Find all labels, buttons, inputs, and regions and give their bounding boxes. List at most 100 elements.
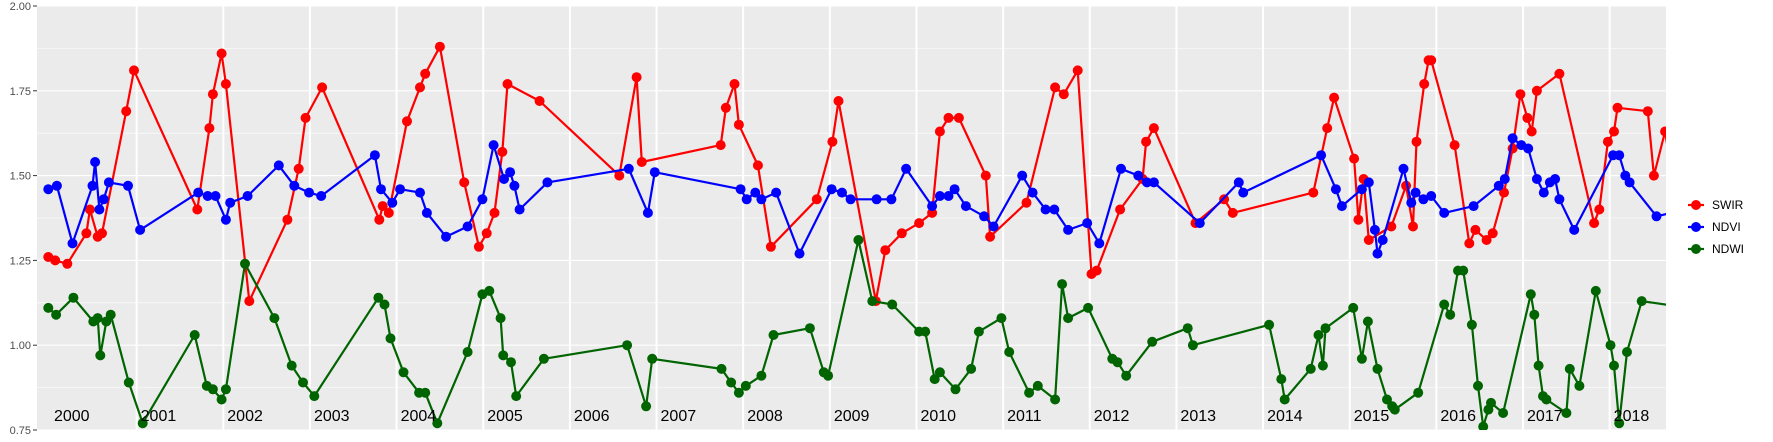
data-point-ndwi	[1389, 404, 1400, 415]
data-point-swir	[1696, 130, 1706, 140]
data-point-ndvi	[756, 194, 767, 205]
data-point-ndvi	[1363, 177, 1374, 188]
data-point-ndwi	[1004, 347, 1015, 357]
data-point-ndvi	[1094, 238, 1105, 249]
data-point-ndvi	[1133, 170, 1144, 181]
data-point-swir	[1531, 85, 1542, 96]
data-point-ndwi	[1609, 360, 1619, 371]
data-point-ndwi	[1182, 323, 1193, 334]
data-point-swir	[1464, 238, 1475, 249]
year-label: 2004	[401, 408, 437, 425]
data-point-ndvi	[304, 187, 315, 198]
data-point-ndvi	[623, 163, 634, 174]
data-point-ndvi	[509, 180, 520, 191]
data-point-swir	[81, 228, 92, 239]
data-point-ndwi	[1525, 289, 1536, 300]
data-point-swir	[1349, 153, 1360, 164]
year-label: 2005	[487, 408, 523, 425]
data-point-ndwi	[622, 340, 633, 351]
data-point-ndwi	[462, 347, 473, 357]
data-point-ndvi	[794, 248, 805, 259]
data-point-ndvi	[376, 184, 386, 195]
data-point-swir	[1602, 136, 1613, 147]
data-point-ndwi	[804, 323, 815, 334]
data-point-ndwi	[506, 357, 516, 368]
data-point-ndwi	[1320, 323, 1331, 334]
data-point-swir	[636, 157, 647, 167]
data-point-ndvi	[441, 231, 451, 242]
data-point-ndwi	[1730, 269, 1740, 279]
data-point-swir	[765, 241, 776, 252]
data-point-ndwi	[538, 353, 549, 364]
year-label: 2014	[1267, 408, 1303, 425]
data-point-swir	[377, 201, 388, 212]
data-point-swir	[1072, 65, 1083, 76]
data-point-ndvi	[1377, 235, 1388, 245]
data-point-ndwi	[1147, 336, 1158, 347]
data-point-ndwi	[716, 363, 727, 374]
data-point-ndwi	[498, 350, 509, 361]
data-point-ndvi	[289, 180, 300, 191]
data-point-ndvi	[1666, 208, 1676, 218]
data-point-ndvi	[750, 187, 761, 198]
data-point-ndwi	[1279, 394, 1290, 405]
data-point-ndwi	[929, 374, 940, 385]
data-point-ndvi	[316, 191, 327, 201]
data-point-swir	[1522, 112, 1533, 123]
data-point-ndwi	[207, 384, 218, 395]
data-point-ndwi	[1541, 394, 1552, 405]
data-point-ndvi	[1406, 197, 1417, 208]
data-point-ndwi	[1313, 330, 1324, 340]
year-label: 2000	[54, 408, 90, 425]
data-point-swir	[896, 228, 907, 239]
data-point-swir	[300, 112, 311, 123]
data-point-swir	[1554, 68, 1565, 79]
data-point-swir	[1091, 265, 1102, 276]
data-point-ndwi	[1605, 340, 1616, 351]
data-point-swir	[1308, 187, 1319, 198]
data-point-ndwi	[647, 353, 658, 364]
data-point-swir	[733, 119, 744, 130]
data-point-swir	[97, 228, 107, 239]
data-point-ndvi	[395, 184, 406, 195]
data-point-ndvi	[1439, 207, 1450, 218]
data-point-ndvi	[90, 157, 101, 167]
data-point-ndvi	[220, 214, 231, 225]
data-point-swir	[1526, 126, 1537, 137]
data-point-ndvi	[845, 194, 856, 205]
data-point-ndwi	[1362, 316, 1373, 327]
data-point-swir	[204, 123, 215, 134]
year-label: 2009	[834, 408, 870, 425]
data-point-ndwi	[1590, 285, 1601, 296]
data-point-ndvi	[499, 174, 509, 184]
data-point-swir	[720, 102, 731, 113]
data-point-ndwi	[1413, 387, 1424, 398]
data-point-ndwi	[1187, 340, 1198, 351]
data-point-ndwi	[1574, 380, 1585, 391]
data-point-swir	[415, 82, 425, 93]
data-point-ndwi	[887, 299, 898, 310]
data-point-ndwi	[309, 391, 320, 402]
data-point-swir	[1612, 102, 1623, 113]
data-point-swir	[1515, 89, 1526, 100]
data-point-ndwi	[51, 309, 62, 320]
data-point-ndvi	[1233, 177, 1244, 188]
data-point-swir	[489, 207, 500, 218]
data-point-ndwi	[286, 360, 297, 371]
data-point-ndvi	[1696, 147, 1706, 157]
data-point-ndwi	[1498, 408, 1509, 418]
data-point-ndvi	[1027, 187, 1038, 198]
data-point-swir	[1411, 136, 1422, 147]
legend-key-point-ndwi	[1691, 244, 1701, 254]
data-point-swir	[1141, 136, 1152, 147]
data-point-ndwi	[269, 313, 280, 324]
data-point-swir	[293, 163, 304, 174]
data-point-ndwi	[105, 309, 116, 320]
data-point-ndvi	[1369, 224, 1380, 235]
data-point-ndvi	[67, 238, 78, 249]
data-point-swir	[383, 207, 394, 218]
data-point-swir	[50, 255, 61, 266]
data-point-ndvi	[1316, 150, 1327, 161]
year-label: 2018	[1614, 408, 1650, 425]
